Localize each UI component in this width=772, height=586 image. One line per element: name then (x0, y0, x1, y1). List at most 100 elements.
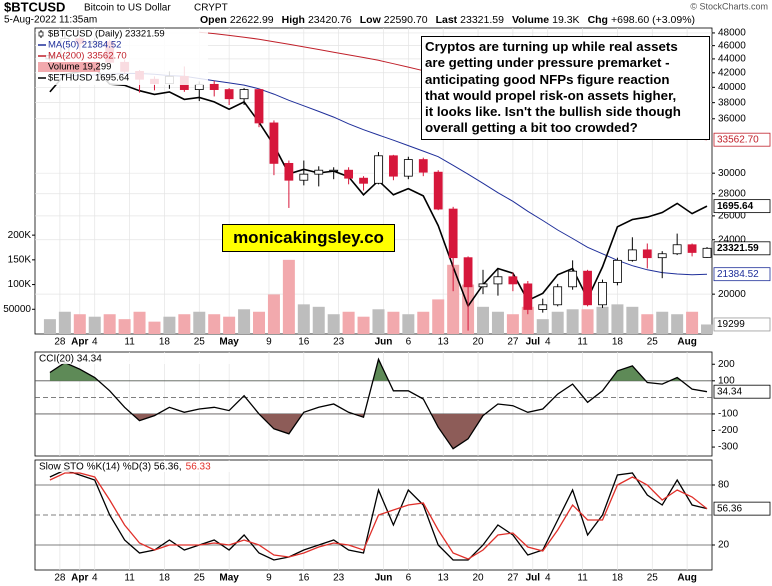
candle-body (702, 247, 712, 258)
annotation-line: are getting under pressure premarket - (425, 55, 670, 71)
annotation-line: overall getting a bit too crowded? (425, 120, 638, 136)
y-tick-label: 44000 (718, 54, 746, 65)
stat-value: 22622.99 (230, 14, 274, 26)
annotation-line: it looks like. Isn't the bullish side th… (425, 104, 681, 120)
symbol: $BTCUSD (4, 0, 65, 14)
x-tick-label: 4 (545, 337, 551, 348)
y-tick-label: 100K (8, 279, 32, 290)
x-tick-label: 25 (647, 337, 659, 348)
x-tick-label: 11 (124, 337, 135, 348)
x-tick-label: 18 (612, 337, 624, 348)
stat-label: Low (360, 14, 382, 26)
volume-bar (417, 311, 430, 334)
candle-body (269, 122, 279, 164)
candle-body (642, 249, 652, 259)
y-tick-label: 48000 (718, 28, 746, 39)
volume-bar (103, 314, 116, 334)
volume-bar (521, 306, 534, 334)
legend-label: MA(200) 33562.70 (48, 51, 127, 62)
candle-body (687, 244, 697, 253)
volume-bar (238, 309, 251, 334)
x-tick-label: 16 (298, 573, 310, 584)
volume-bar (372, 309, 385, 334)
stat-label: Volume (512, 14, 549, 26)
stat-label: Open (200, 14, 227, 26)
indicator-line (49, 469, 708, 561)
x-tick-label: 20 (472, 337, 484, 348)
volume-bar (148, 321, 161, 334)
y-tick-label: 26000 (718, 211, 746, 222)
legend-box (36, 29, 208, 85)
volume-bar (357, 316, 370, 334)
x-tick-label: 13 (438, 337, 450, 348)
value-tag: 23321.59 (717, 243, 759, 254)
volume-bar (208, 314, 221, 334)
stat-label: Chg (588, 14, 608, 26)
candle-body (359, 177, 368, 184)
candle-body (314, 169, 324, 175)
annotation-line: Cryptos are turning up while real assets (425, 39, 678, 54)
instrument-name: Bitcoin to US Dollar (84, 3, 171, 14)
candle-body (478, 283, 488, 288)
y-tick-label: 20 (718, 540, 730, 551)
volume-bar (282, 259, 295, 334)
value-tag-box (713, 501, 771, 516)
candle-body (613, 259, 622, 283)
x-tick-label: 11 (124, 573, 135, 584)
y-tick-label: 200K (8, 230, 32, 241)
x-tick-label: Apr (71, 337, 88, 348)
exchange: CRYPT (194, 3, 228, 14)
volume-bar (686, 311, 699, 334)
candle-body (508, 276, 518, 285)
legend-label: Volume 19,299 (48, 62, 111, 73)
y-tick-label: -300 (718, 442, 738, 453)
candle-body (329, 169, 339, 172)
x-tick-label: 6 (406, 337, 412, 348)
date: 5-Aug-2022 11:35am (4, 15, 97, 26)
value-tag-box (713, 317, 771, 332)
volume-bar (402, 314, 415, 334)
value-tag-box (713, 199, 771, 214)
volume-bar (327, 314, 340, 334)
candle-body (299, 173, 309, 181)
candle-body (389, 155, 398, 177)
candle-body (523, 283, 533, 310)
volume-bar (193, 311, 206, 334)
legend-swatch (38, 31, 44, 37)
indicator-title: CCI(20) 34.34 (39, 354, 102, 365)
annotation-line: that would propel risk-on assets higher, (425, 87, 677, 103)
panel-frame (34, 351, 713, 457)
x-tick-label: 4 (92, 337, 98, 348)
stat-value: 22590.70 (384, 14, 428, 26)
x-tick-label: May (219, 337, 239, 348)
indicator-value: 56.33 (186, 462, 211, 473)
candle-body (583, 270, 592, 306)
x-tick-label: Apr (71, 573, 88, 584)
volume-bar (671, 314, 684, 334)
volume-bar (342, 311, 355, 334)
y-tick-label: 42000 (718, 67, 746, 78)
stat-label: High (282, 14, 305, 26)
x-tick-label: 13 (438, 573, 450, 584)
value-tag: 1695.64 (717, 201, 754, 212)
x-tick-label: Aug (677, 573, 696, 584)
volume-bar (163, 316, 176, 334)
legend-label: MA(50) 21384.52 (48, 40, 121, 51)
x-tick-label: Aug (677, 337, 696, 348)
value-tag: 19299 (717, 319, 745, 330)
y-tick-label: 20000 (718, 289, 746, 300)
legend-swatch (38, 62, 100, 72)
volume-bar (118, 319, 131, 334)
volume-bar (253, 311, 266, 334)
volume-bar (596, 306, 609, 334)
x-tick-label: 25 (194, 337, 206, 348)
x-tick-label: 9 (266, 573, 272, 584)
x-tick-label: 23 (333, 573, 345, 584)
candle-body (344, 169, 354, 179)
source: © StockCharts.com (690, 1, 768, 11)
candle-body (568, 270, 578, 288)
x-tick-label: 4 (545, 573, 551, 584)
candle-body (284, 162, 294, 181)
volume-bar (626, 306, 639, 334)
